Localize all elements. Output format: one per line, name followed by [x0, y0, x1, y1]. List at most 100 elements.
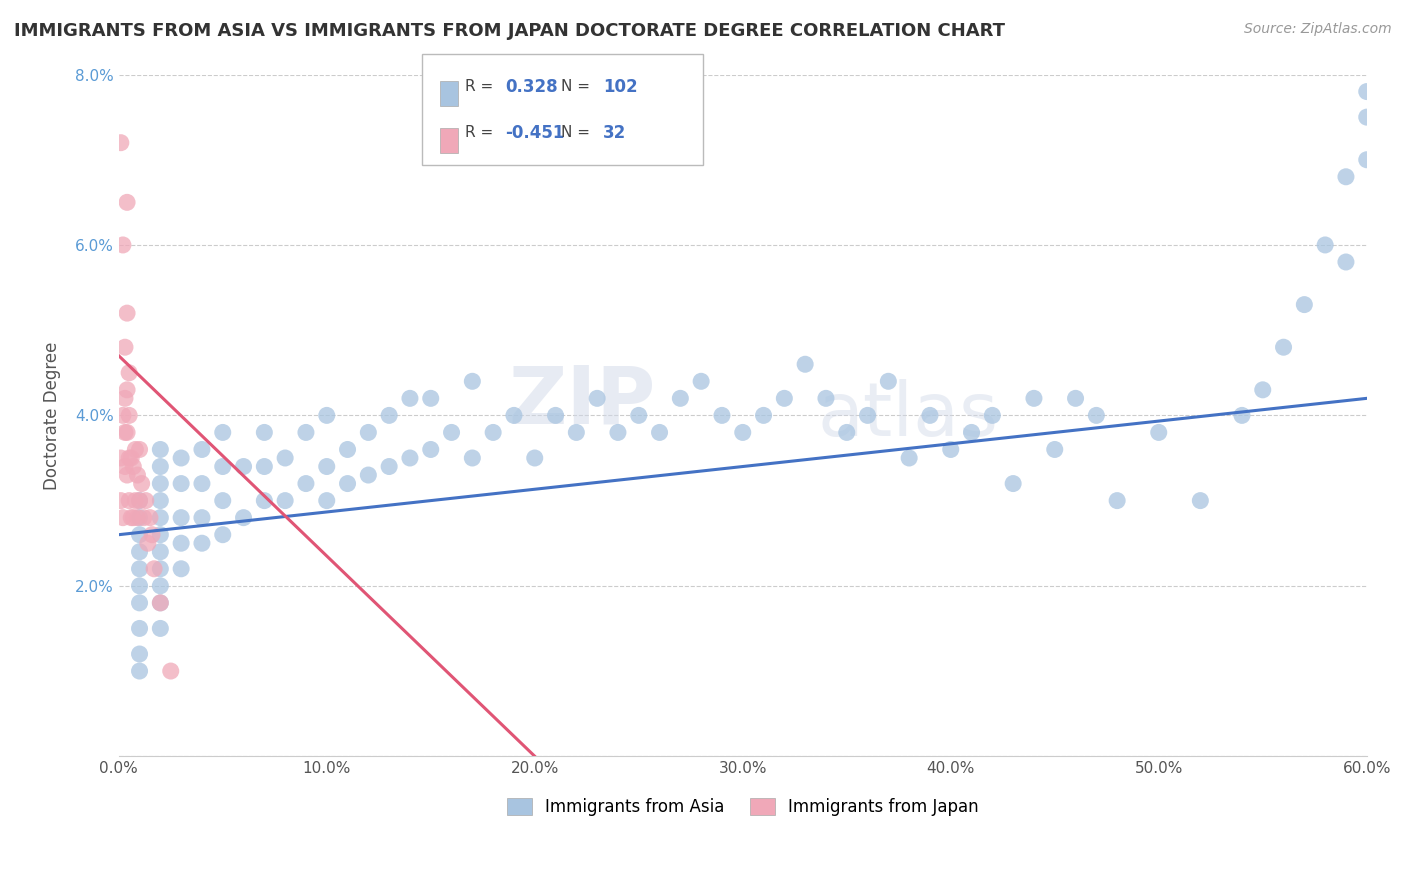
Point: [1294, 297, 1316, 311]
Point: [981, 409, 1004, 423]
Point: [565, 425, 588, 440]
Point: [128, 622, 150, 636]
Point: [149, 596, 172, 610]
Point: [378, 459, 401, 474]
Point: [315, 409, 337, 423]
Point: [1147, 425, 1170, 440]
Point: [690, 374, 713, 388]
Text: R =: R =: [465, 79, 494, 95]
Point: [159, 664, 181, 678]
Point: [141, 527, 163, 541]
Point: [461, 374, 484, 388]
Text: N =: N =: [561, 126, 591, 140]
Point: [149, 545, 172, 559]
Point: [419, 392, 441, 406]
Point: [315, 493, 337, 508]
Point: [136, 536, 159, 550]
Point: [440, 425, 463, 440]
Point: [114, 425, 136, 440]
Point: [111, 238, 134, 252]
Point: [939, 442, 962, 457]
Point: [274, 450, 297, 465]
Point: [128, 562, 150, 576]
Point: [1107, 493, 1129, 508]
Point: [110, 136, 132, 150]
Point: [1355, 85, 1378, 99]
Point: [1313, 238, 1336, 252]
Point: [627, 409, 650, 423]
Point: [135, 493, 157, 508]
Point: [669, 392, 692, 406]
Point: [1230, 409, 1253, 423]
Point: [211, 459, 233, 474]
Point: [115, 383, 138, 397]
Text: R =: R =: [465, 126, 494, 140]
Point: [607, 425, 630, 440]
Point: [648, 425, 671, 440]
Point: [120, 450, 142, 465]
Point: [115, 468, 138, 483]
Point: [1043, 442, 1066, 457]
Point: [118, 493, 141, 508]
Point: [482, 425, 505, 440]
Text: -0.451: -0.451: [505, 124, 564, 142]
Point: [114, 340, 136, 354]
Point: [124, 442, 146, 457]
Point: [814, 392, 837, 406]
Point: [211, 425, 233, 440]
Point: [211, 527, 233, 541]
Point: [357, 468, 380, 483]
Point: [127, 468, 149, 483]
Point: [149, 596, 172, 610]
Point: [170, 536, 193, 550]
Point: [232, 510, 254, 524]
Text: 32: 32: [603, 124, 627, 142]
Point: [110, 450, 132, 465]
Point: [1334, 169, 1357, 184]
Point: [139, 510, 162, 524]
Point: [1334, 255, 1357, 269]
Point: [544, 409, 567, 423]
Point: [115, 195, 138, 210]
Point: [378, 409, 401, 423]
Point: [128, 664, 150, 678]
Point: [111, 409, 134, 423]
Point: [835, 425, 858, 440]
Point: [1189, 493, 1212, 508]
Point: [191, 510, 214, 524]
Text: IMMIGRANTS FROM ASIA VS IMMIGRANTS FROM JAPAN DOCTORATE DEGREE CORRELATION CHART: IMMIGRANTS FROM ASIA VS IMMIGRANTS FROM …: [14, 22, 1005, 40]
Text: Source: ZipAtlas.com: Source: ZipAtlas.com: [1244, 22, 1392, 37]
Point: [856, 409, 879, 423]
Point: [523, 450, 546, 465]
Text: 0.328: 0.328: [505, 78, 557, 95]
Point: [503, 409, 526, 423]
Point: [191, 442, 214, 457]
Point: [191, 476, 214, 491]
Point: [127, 510, 149, 524]
Point: [114, 392, 136, 406]
Point: [149, 459, 172, 474]
Point: [128, 493, 150, 508]
Point: [274, 493, 297, 508]
Point: [253, 425, 276, 440]
Text: ZIP: ZIP: [508, 363, 655, 441]
Point: [960, 425, 983, 440]
Point: [399, 392, 422, 406]
Point: [586, 392, 609, 406]
Point: [1022, 392, 1045, 406]
Point: [128, 647, 150, 661]
Point: [191, 536, 214, 550]
Point: [128, 596, 150, 610]
Point: [149, 622, 172, 636]
Point: [118, 409, 141, 423]
Point: [253, 459, 276, 474]
Point: [731, 425, 754, 440]
Point: [1355, 110, 1378, 124]
Point: [357, 425, 380, 440]
Point: [1355, 153, 1378, 167]
Text: N =: N =: [561, 79, 591, 95]
Point: [295, 476, 318, 491]
Point: [1064, 392, 1087, 406]
Point: [773, 392, 796, 406]
Point: [128, 510, 150, 524]
